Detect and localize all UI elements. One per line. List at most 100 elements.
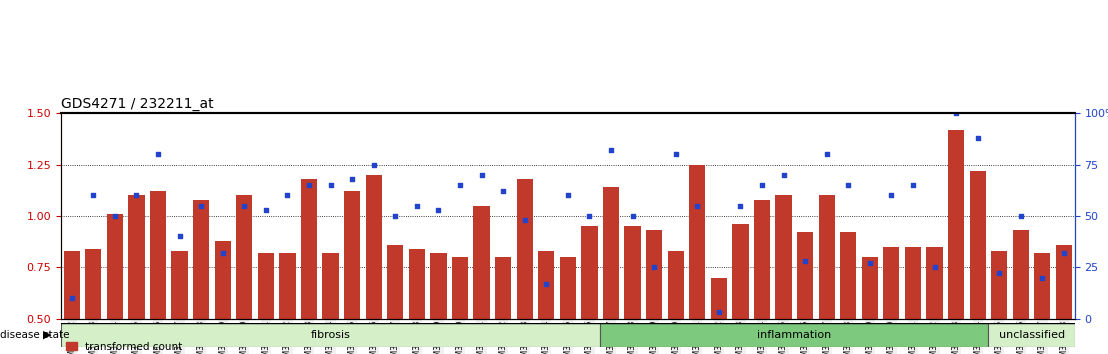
Bar	[582, 226, 597, 319]
Bar	[150, 191, 166, 319]
Point	[688, 203, 706, 209]
Bar	[601, 323, 988, 347]
Point	[63, 295, 81, 301]
Point	[321, 182, 339, 188]
Legend: transformed count, percentile rank within the sample: transformed count, percentile rank withi…	[66, 342, 260, 354]
Point	[257, 207, 275, 213]
Bar	[473, 206, 490, 319]
Bar	[862, 257, 878, 319]
Bar	[797, 232, 813, 319]
Point	[818, 152, 835, 157]
Point	[558, 193, 576, 198]
Point	[667, 152, 685, 157]
Bar	[753, 200, 770, 319]
Point	[430, 207, 448, 213]
Point	[494, 188, 512, 194]
Point	[278, 193, 296, 198]
Bar	[926, 247, 943, 319]
Bar	[172, 251, 187, 319]
Bar	[970, 171, 986, 319]
Point	[797, 258, 814, 264]
Point	[840, 182, 858, 188]
Point	[171, 234, 188, 239]
Bar	[215, 241, 230, 319]
Point	[1034, 275, 1051, 280]
Bar	[409, 249, 425, 319]
Bar	[992, 251, 1007, 319]
Bar	[840, 232, 856, 319]
Bar	[301, 179, 317, 319]
Point	[753, 182, 771, 188]
Bar	[988, 323, 1075, 347]
Bar	[61, 323, 601, 347]
Point	[193, 203, 211, 209]
Point	[408, 203, 425, 209]
Point	[968, 135, 986, 141]
Point	[883, 193, 901, 198]
Bar	[322, 253, 339, 319]
Point	[451, 182, 469, 188]
Point	[214, 250, 232, 256]
Bar	[819, 195, 834, 319]
Bar	[387, 245, 403, 319]
Text: unclassified: unclassified	[998, 330, 1065, 340]
Bar	[430, 253, 447, 319]
Point	[300, 182, 318, 188]
Point	[624, 213, 642, 219]
Point	[235, 203, 253, 209]
Bar	[560, 257, 576, 319]
Point	[904, 182, 922, 188]
Point	[774, 172, 792, 178]
Point	[537, 281, 555, 286]
Text: fibrosis: fibrosis	[310, 330, 350, 340]
Bar	[1056, 245, 1073, 319]
Point	[84, 193, 102, 198]
Bar	[452, 257, 468, 319]
Bar	[193, 200, 209, 319]
Point	[710, 310, 728, 315]
Point	[925, 264, 943, 270]
Bar	[236, 195, 253, 319]
Bar	[258, 253, 274, 319]
Bar	[689, 165, 706, 319]
Bar	[668, 251, 684, 319]
Point	[581, 213, 598, 219]
Point	[127, 193, 145, 198]
Point	[861, 260, 879, 266]
Bar	[603, 187, 619, 319]
Bar	[129, 195, 144, 319]
Point	[1055, 250, 1073, 256]
Bar	[63, 251, 80, 319]
Bar	[538, 251, 554, 319]
Point	[516, 217, 534, 223]
Bar	[646, 230, 663, 319]
Bar	[1013, 230, 1029, 319]
Text: disease state: disease state	[0, 330, 70, 339]
Point	[645, 264, 663, 270]
Point	[106, 213, 124, 219]
Point	[991, 270, 1008, 276]
Point	[387, 213, 404, 219]
Bar	[948, 130, 964, 319]
Bar	[366, 175, 382, 319]
Bar	[106, 214, 123, 319]
Text: ▶: ▶	[43, 330, 52, 339]
Bar	[85, 249, 102, 319]
Bar	[625, 226, 640, 319]
Point	[150, 152, 167, 157]
Bar	[279, 253, 296, 319]
Point	[1012, 213, 1029, 219]
Bar	[776, 195, 791, 319]
Bar	[345, 191, 360, 319]
Point	[602, 147, 619, 153]
Bar	[1034, 253, 1050, 319]
Bar	[516, 179, 533, 319]
Bar	[905, 247, 921, 319]
Point	[731, 203, 749, 209]
Bar	[710, 278, 727, 319]
Bar	[495, 257, 511, 319]
Point	[947, 110, 965, 116]
Point	[343, 176, 361, 182]
Point	[473, 172, 491, 178]
Text: inflammation: inflammation	[757, 330, 831, 340]
